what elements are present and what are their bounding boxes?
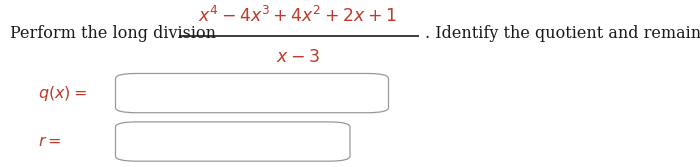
- FancyBboxPatch shape: [116, 122, 350, 161]
- Text: $r =$: $r =$: [38, 133, 62, 150]
- Text: $q(x) =$: $q(x) =$: [38, 84, 88, 103]
- Text: . Identify the quotient and remainder.: . Identify the quotient and remainder.: [425, 25, 700, 42]
- FancyBboxPatch shape: [116, 73, 388, 113]
- Text: $x^4 - 4x^3 + 4x^2 + 2x + 1$: $x^4 - 4x^3 + 4x^2 + 2x + 1$: [198, 6, 397, 26]
- Text: $x - 3$: $x - 3$: [276, 49, 319, 66]
- Text: Perform the long division: Perform the long division: [10, 25, 216, 42]
